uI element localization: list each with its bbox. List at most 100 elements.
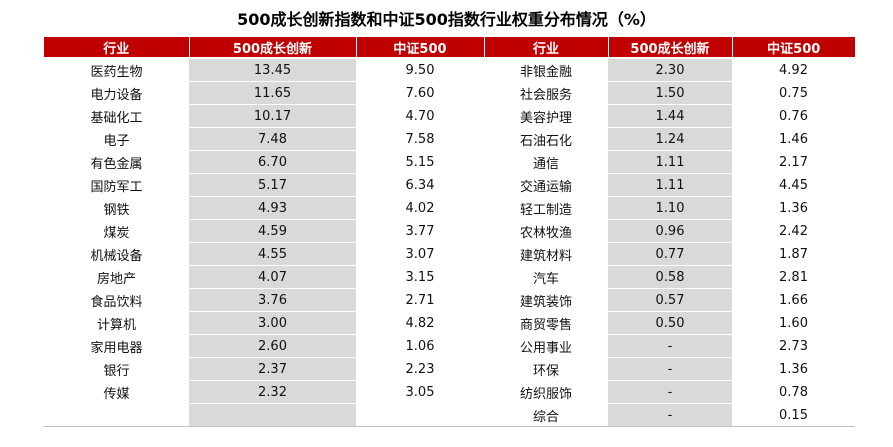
cell-csi500-right: 0.76 [732,104,855,128]
cell-growth-left [189,403,356,427]
cell-industry-left: 基础化工 [44,104,189,128]
table-row: 家用电器 2.60 1.06 公用事业 -2.73 [44,334,855,358]
cell-industry-right: 公用事业 [484,334,608,358]
cell-growth-right: - [608,334,732,358]
table-row: 有色金属 6.70 5.15 通信 1.11 2.17 [44,150,855,174]
cell-growth-left: 4.07 [189,265,356,289]
table-row: 房地产 4.07 3.15 汽车 0.58 2.81 [44,265,855,289]
cell-growth-right: - [608,357,732,381]
cell-growth-left: 11.65 [189,81,356,105]
cell-csi500-left: 9.50 [356,58,484,82]
cell-growth-right: 2.30 [608,58,732,82]
table-title: 500成长创新指数和中证500指数行业权重分布情况（%） [237,10,656,29]
cell-csi500-left [356,403,484,427]
table-row: 电子 7.48 7.58 石油石化 1.24 1.46 [44,127,855,151]
cell-industry-left: 传媒 [44,380,189,404]
cell-csi500-right: 1.60 [732,311,855,335]
cell-csi500-left: 3.07 [356,242,484,266]
weight-table: 行业 500成长创新 中证500 行业 500成长创新 中证500 医药生物 13… [44,37,855,427]
cell-growth-left: 10.17 [189,104,356,128]
cell-industry-left: 食品饮料 [44,288,189,312]
cell-industry-right: 建筑材料 [484,242,608,266]
cell-industry-left: 煤炭 [44,219,189,243]
cell-csi500-left: 6.34 [356,173,484,197]
cell-industry-right: 纺织服饰 [484,380,608,404]
table-row: 银行 2.37 2.23 环保 -1.36 [44,357,855,381]
cell-industry-right: 建筑装饰 [484,288,608,312]
cell-industry-right: 非银金融 [484,58,608,82]
cell-csi500-right: 2.81 [732,265,855,289]
cell-csi500-right: 0.15 [732,403,855,427]
cell-growth-right: 1.11 [608,173,732,197]
cell-csi500-right: 2.42 [732,219,855,243]
cell-industry-left: 家用电器 [44,334,189,358]
cell-growth-right: 0.50 [608,311,732,335]
cell-csi500-right: 1.36 [732,196,855,220]
cell-csi500-left: 2.71 [356,288,484,312]
cell-industry-right: 商贸零售 [484,311,608,335]
cell-industry-right: 轻工制造 [484,196,608,220]
cell-industry-right: 农林牧渔 [484,219,608,243]
table-row: 国防军工 5.17 6.34 交通运输 1.11 4.45 [44,173,855,197]
cell-csi500-right: 4.92 [732,58,855,82]
cell-industry-left: 电子 [44,127,189,151]
table-row: 综合 -0.15 [44,403,855,427]
cell-growth-left: 7.48 [189,127,356,151]
table-row: 电力设备 11.65 7.60 社会服务 1.50 0.75 [44,81,855,105]
header-csi500-right: 中证500 [732,37,855,59]
cell-csi500-right: 0.78 [732,380,855,404]
cell-growth-right: 0.77 [608,242,732,266]
cell-industry-left: 钢铁 [44,196,189,220]
header-growth-left: 500成长创新 [189,37,357,59]
cell-industry-right: 通信 [484,150,608,174]
cell-growth-right: 0.57 [608,288,732,312]
cell-industry-right: 美容护理 [484,104,608,128]
cell-growth-right: 1.50 [608,81,732,105]
cell-csi500-right: 4.45 [732,173,855,197]
cell-csi500-right: 1.36 [732,357,855,381]
header-row: 行业 500成长创新 中证500 行业 500成长创新 中证500 [44,37,855,59]
cell-csi500-left: 5.15 [356,150,484,174]
table-row: 传媒 2.32 3.05 纺织服饰 -0.78 [44,380,855,404]
table-row: 基础化工 10.17 4.70 美容护理 1.44 0.76 [44,104,855,128]
cell-industry-left: 医药生物 [44,58,189,82]
cell-growth-left: 6.70 [189,150,356,174]
cell-industry-right: 环保 [484,357,608,381]
table-row: 机械设备 4.55 3.07 建筑材料 0.77 1.87 [44,242,855,266]
table-row: 煤炭 4.59 3.77 农林牧渔 0.96 2.42 [44,219,855,243]
cell-growth-right: 1.10 [608,196,732,220]
cell-growth-right: 1.24 [608,127,732,151]
cell-growth-left: 3.00 [189,311,356,335]
header-industry-right: 行业 [484,37,609,59]
cell-csi500-left: 3.77 [356,219,484,243]
cell-industry-right: 石油石化 [484,127,608,151]
header-industry-left: 行业 [44,37,190,59]
cell-growth-right: 0.58 [608,265,732,289]
cell-growth-left: 4.55 [189,242,356,266]
cell-csi500-left: 4.02 [356,196,484,220]
cell-csi500-right: 0.75 [732,81,855,105]
cell-csi500-left: 4.70 [356,104,484,128]
cell-csi500-left: 4.82 [356,311,484,335]
cell-csi500-left: 7.60 [356,81,484,105]
cell-industry-left: 有色金属 [44,150,189,174]
cell-industry-left [44,403,189,427]
cell-growth-left: 2.37 [189,357,356,381]
table-row: 钢铁 4.93 4.02 轻工制造 1.10 1.36 [44,196,855,220]
cell-growth-left: 4.59 [189,219,356,243]
table-row: 计算机 3.00 4.82 商贸零售 0.50 1.60 [44,311,855,335]
cell-growth-left: 4.93 [189,196,356,220]
cell-growth-right: 1.11 [608,150,732,174]
cell-growth-left: 2.32 [189,380,356,404]
cell-csi500-right: 1.87 [732,242,855,266]
cell-growth-right: - [608,403,732,427]
cell-csi500-left: 3.15 [356,265,484,289]
cell-industry-left: 国防军工 [44,173,189,197]
cell-csi500-right: 1.46 [732,127,855,151]
cell-growth-left: 3.76 [189,288,356,312]
cell-industry-left: 计算机 [44,311,189,335]
cell-csi500-right: 2.17 [732,150,855,174]
cell-growth-right: 1.44 [608,104,732,128]
cell-growth-right: - [608,380,732,404]
